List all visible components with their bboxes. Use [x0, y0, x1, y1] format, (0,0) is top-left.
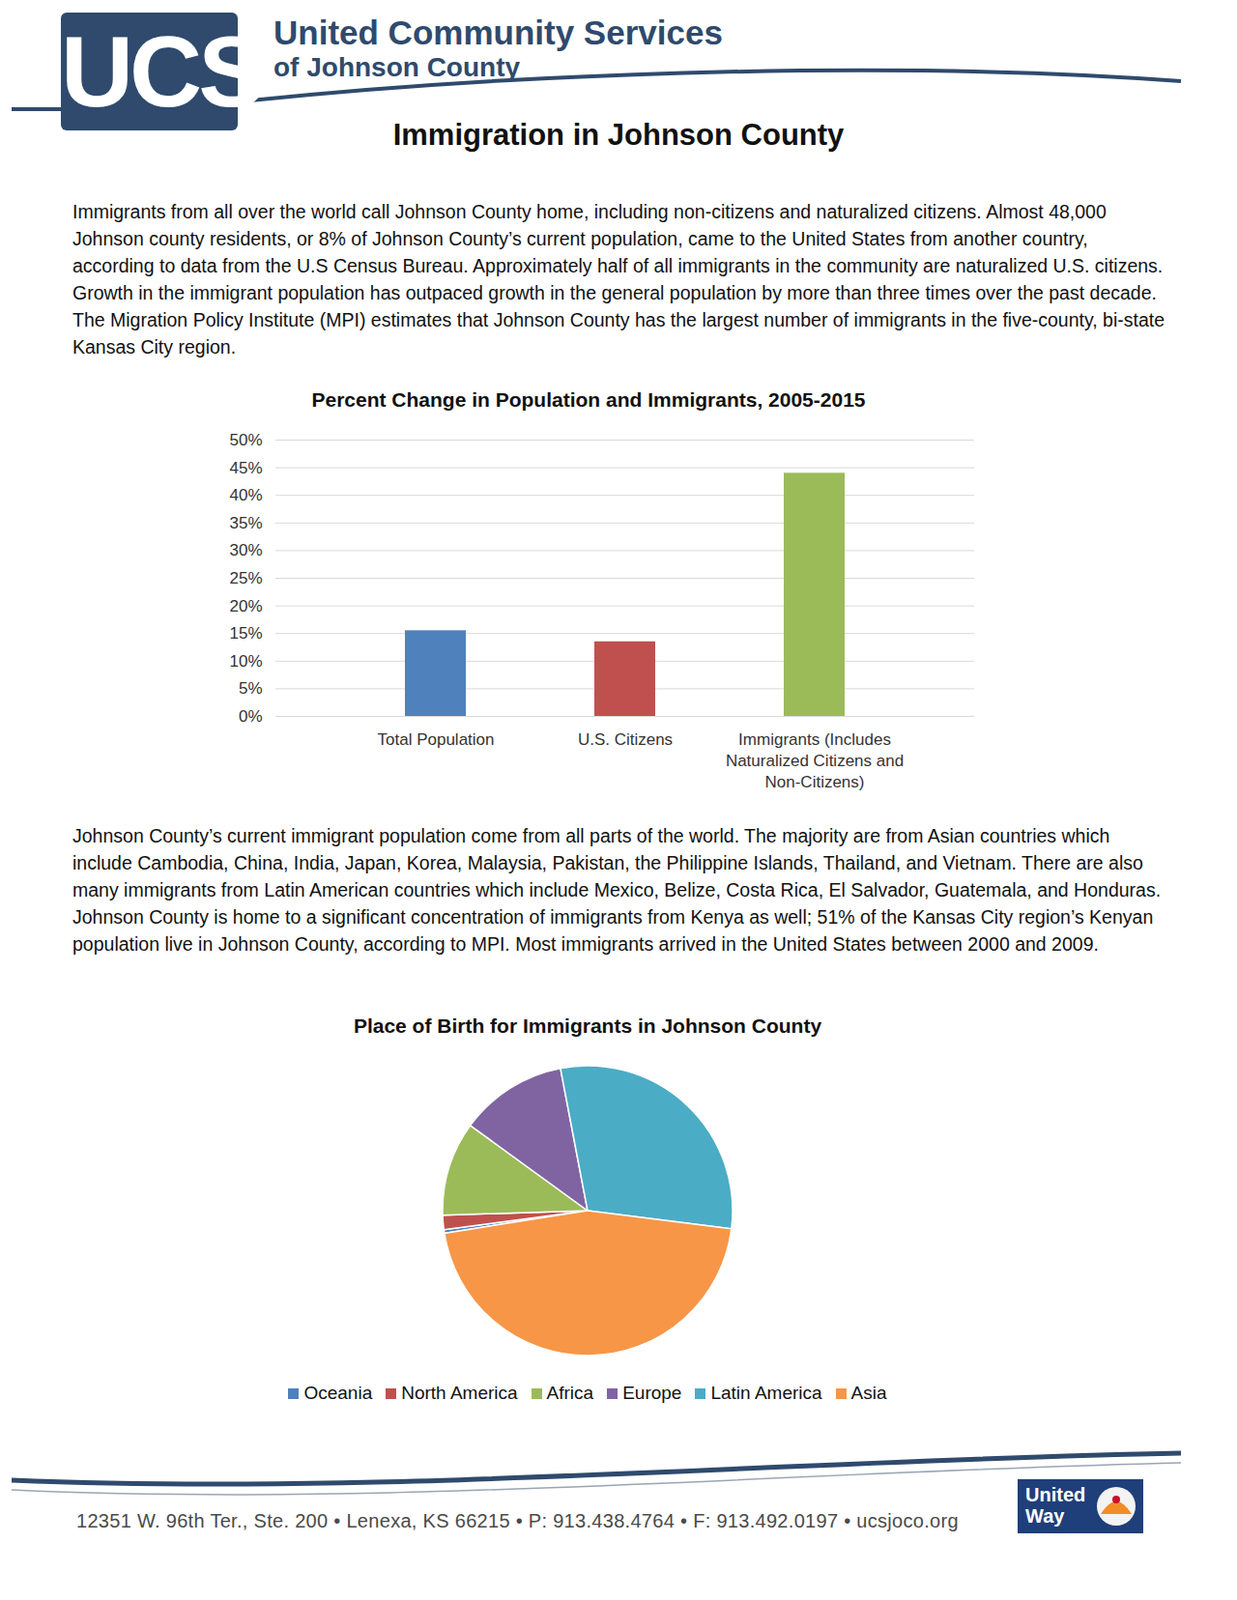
svg-text:45%: 45%: [229, 459, 262, 478]
html-text:North America: North America: [401, 1382, 518, 1404]
svg-text:10%: 10%: [229, 652, 262, 671]
svg-text:5%: 5%: [238, 679, 263, 698]
html-text:Johnson County’s current immig: Johnson County’s current immigrant popul…: [72, 825, 1161, 955]
svg-text:35%: 35%: [229, 514, 262, 533]
svg-text:0%: 0%: [238, 707, 263, 726]
html-text:Oceania: Oceania: [303, 1382, 373, 1404]
html-text:of Johnson County: of Johnson County: [273, 52, 521, 83]
html-text:Percent Change in Population a: Percent Change in Population and Immigra…: [311, 388, 866, 411]
html-text:UCS: UCS: [60, 15, 262, 128]
html-text:Asia: Asia: [851, 1382, 887, 1404]
html-text:Place of Birth for Immigrants: Place of Birth for Immigrants in Johnson…: [353, 1014, 822, 1037]
html-text:Latin America: Latin America: [710, 1382, 823, 1404]
svg-text:Immigrants (IncludesNaturalize: Immigrants (IncludesNaturalized Citizens…: [725, 730, 904, 792]
svg-text:20%: 20%: [229, 597, 262, 616]
html-text:Immigrants from all over the w: Immigrants from all over the world call …: [72, 201, 1165, 358]
svg-text:30%: 30%: [229, 541, 262, 560]
svg-text:U.S. Citizens: U.S. Citizens: [577, 730, 673, 749]
html-text:Way: Way: [1025, 1505, 1065, 1527]
svg-text:25%: 25%: [229, 569, 262, 588]
html-text:United: United: [1025, 1484, 1086, 1506]
svg-text:40%: 40%: [229, 486, 262, 505]
html-text:Immigration in Johnson County: Immigration in Johnson County: [392, 117, 845, 152]
html-text:Africa: Africa: [546, 1382, 594, 1404]
html-text:12351 W. 96th Ter., Ste. 200 •: 12351 W. 96th Ter., Ste. 200 • Lenexa, K…: [76, 1510, 959, 1532]
html-text:United Community Services: United Community Services: [273, 13, 723, 52]
html-text:Europe: Europe: [622, 1382, 682, 1404]
svg-text:15%: 15%: [229, 624, 262, 643]
svg-text:50%: 50%: [229, 431, 262, 450]
svg-text:Total Population: Total Population: [377, 730, 495, 749]
